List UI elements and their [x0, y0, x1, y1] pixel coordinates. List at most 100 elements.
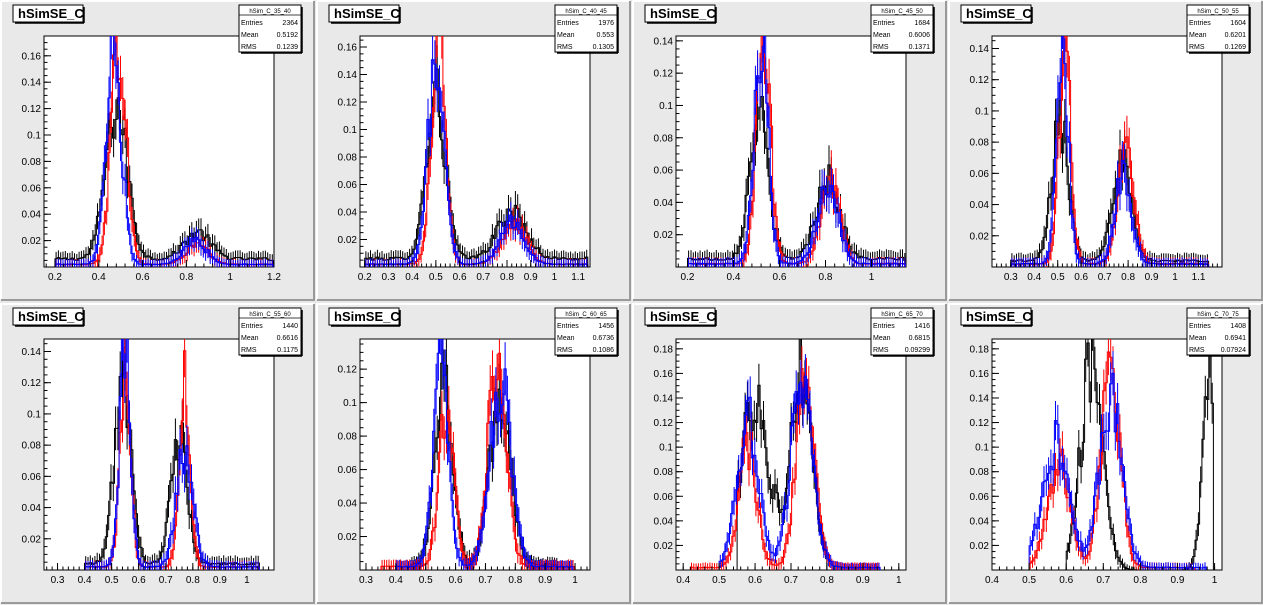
- x-tick-label: 0.3: [1004, 272, 1018, 283]
- stats-box: [1186, 4, 1250, 53]
- x-tick-label: 0.6: [453, 272, 467, 283]
- x-tick-label: 0.4: [985, 575, 999, 586]
- y-tick-label: 0.02: [970, 231, 990, 242]
- pad-bevel-dark: [633, 304, 947, 604]
- pad-bevel-light: [316, 303, 630, 603]
- x-tick-label: 0.5: [712, 575, 726, 586]
- plot-pad: 0.3 0.4 0.5 0.6 0.7 0.8 0.9 1 1.1 0.02 0.04 0.06 0.0…: [948, 0, 1263, 301]
- stats-histogram-name: hSim_C_50_55: [1197, 9, 1239, 15]
- y-tick-label: 0.12: [970, 418, 990, 429]
- y-tick-label: 0.06: [338, 465, 358, 476]
- stats-entries-label: Entries: [557, 323, 579, 330]
- histogram-series: [84, 339, 260, 570]
- pad-bevel-dark: [1, 304, 315, 604]
- plot-title: hSimSE_C: [334, 6, 400, 21]
- stats-mean-label: Mean: [241, 32, 259, 39]
- stats-mean-value: 0.6201: [1225, 32, 1247, 39]
- y-tick-label: 0.08: [654, 133, 674, 144]
- y-tick-label: 0.12: [654, 418, 674, 429]
- stats-entries-value: 1440: [282, 323, 298, 330]
- histogram-series: [364, 59, 589, 267]
- stats-histogram-name: hSim_C_55_60: [249, 312, 291, 318]
- y-tick-label: 0.06: [654, 166, 674, 177]
- x-tick-label: 1: [572, 575, 578, 586]
- title-box: [644, 4, 716, 23]
- stats-entries-value: 1416: [914, 323, 930, 330]
- x-tick-label: 0.5: [1022, 575, 1036, 586]
- stats-mean-value: 0.5192: [277, 32, 299, 39]
- x-tick-label: 0.5: [105, 575, 119, 586]
- histogram-series: [54, 36, 274, 267]
- y-tick-label: 0.06: [970, 492, 990, 503]
- y-tick-label: 0.08: [338, 432, 358, 443]
- x-tick-label: 0.8: [1133, 575, 1147, 586]
- x-tick-label: 0.7: [479, 575, 493, 586]
- histogram-series: [1028, 372, 1207, 570]
- y-tick-label: 0.1: [659, 443, 673, 454]
- y-tick-label: 0.08: [654, 467, 674, 478]
- plot-title: hSimSE_C: [650, 309, 716, 324]
- stats-rms-label: RMS: [873, 347, 889, 354]
- stats-rms-value: 0.1086: [593, 347, 615, 354]
- x-tick-label: 0.3: [359, 575, 373, 586]
- plot-frame: [675, 338, 907, 571]
- x-tick-label: 0.6: [1059, 575, 1073, 586]
- plot-title: hSimSE_C: [966, 6, 1032, 21]
- stats-box: [238, 4, 302, 53]
- x-tick-label: 0.6: [1074, 272, 1088, 283]
- y-tick-label: 0.12: [654, 69, 674, 80]
- stats-entries-value: 1408: [1230, 323, 1246, 330]
- x-tick-label: 0.4: [78, 575, 92, 586]
- stats-rms-value: 0.1175: [277, 347, 298, 354]
- y-tick-label: 0.06: [22, 472, 42, 483]
- x-tick-label: 1: [227, 272, 233, 283]
- plot-frame: [359, 35, 591, 268]
- x-tick-label: 0.3: [51, 575, 65, 586]
- y-tick-label: 0.16: [22, 51, 42, 62]
- histogram-series: [1010, 99, 1210, 267]
- x-tick-label: 0.2: [681, 272, 695, 283]
- y-tick-label: 0.1: [27, 131, 41, 142]
- pad-bevel-dark: [1, 1, 315, 301]
- plot-pad: 0.4 0.5 0.6 0.7 0.8 0.9 1 0.02 0.04 0.06 0.08 0.1 0.…: [948, 303, 1263, 604]
- x-tick-label: 0.8: [179, 272, 193, 283]
- x-tick-label: 1: [244, 575, 250, 586]
- stats-mean-label: Mean: [873, 335, 891, 342]
- stats-entries-value: 1684: [914, 20, 930, 27]
- x-tick-label: 1.1: [1192, 272, 1206, 283]
- plot-pad: 0.2 0.4 0.6 0.8 1 1.2 0.02 0.04 0.06 0.08 0.1 0.12 0…: [0, 0, 315, 301]
- y-tick-label: 0.12: [338, 365, 358, 376]
- stats-rms-value: 0.1269: [1225, 44, 1247, 51]
- stats-histogram-name: hSim_C_60_65: [565, 312, 607, 318]
- y-tick-label: 0.06: [654, 492, 674, 503]
- x-tick-label: 0.4: [405, 272, 419, 283]
- y-tick-label: 0.14: [22, 347, 42, 358]
- stats-entries-label: Entries: [873, 20, 895, 27]
- stats-entries-value: 1976: [598, 20, 614, 27]
- y-tick-label: 0.08: [970, 467, 990, 478]
- y-tick-label: 0.08: [970, 138, 990, 149]
- pad-bevel-dark: [949, 1, 1263, 301]
- pad-bevel-light: [948, 0, 1262, 300]
- x-tick-label: 0.6: [748, 575, 762, 586]
- y-tick-label: 0.18: [654, 344, 674, 355]
- y-tick-label: 0.14: [338, 70, 358, 81]
- x-tick-label: 0.6: [136, 272, 150, 283]
- title-box: [960, 307, 1032, 326]
- stats-rms-value: 0.07924: [1221, 347, 1246, 354]
- x-tick-label: 0.3: [382, 272, 396, 283]
- title-box: [12, 4, 84, 23]
- plot-pad: 0.3 0.4 0.5 0.6 0.7 0.8 0.9 1 0.02 0.04 0.06 0.08 0.…: [316, 303, 631, 604]
- x-tick-label: 1.1: [571, 272, 585, 283]
- x-tick-label: 0.9: [538, 575, 552, 586]
- x-tick-label: 0.4: [1027, 272, 1041, 283]
- y-tick-label: 0.1: [343, 398, 357, 409]
- stats-histogram-name: hSim_C_65_70: [881, 312, 923, 318]
- y-tick-label: 0.04: [338, 208, 358, 219]
- stats-histogram-name: hSim_C_40_45: [565, 9, 607, 15]
- y-tick-label: 0.02: [654, 541, 674, 552]
- pad-bevel-light: [948, 303, 1262, 603]
- stats-entries-value: 1456: [598, 323, 614, 330]
- stats-entries-value: 1604: [1230, 20, 1246, 27]
